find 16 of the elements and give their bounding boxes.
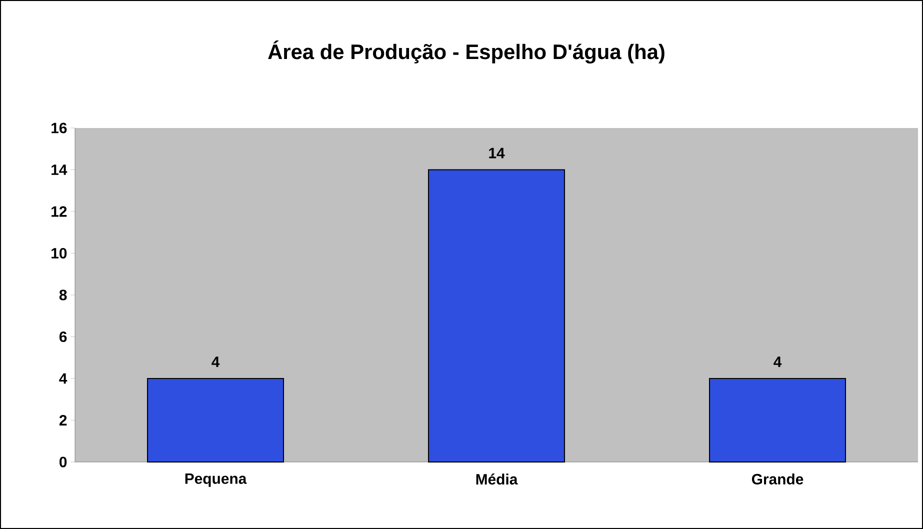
data-label: 14 (489, 148, 505, 158)
y-tick-label: 4 (59, 373, 68, 384)
x-tick-label: Pequena (185, 474, 247, 487)
x-tick-label: Grande (752, 474, 804, 484)
y-tick-label: 16 (52, 122, 67, 134)
y-tick-label: 6 (59, 331, 67, 342)
y-tick-label: 8 (59, 290, 67, 300)
y-tick-label: 10 (52, 248, 67, 259)
y-tick-label: 2 (59, 415, 67, 426)
y-tick-label: 12 (52, 206, 67, 217)
y-tick-label: 0 (60, 456, 67, 468)
chart-title: Área de Produção - Espelho D'água (ha) (268, 40, 664, 64)
x-tick-label: Média (476, 474, 518, 485)
y-tick-label: 14 (52, 164, 68, 175)
data-label: 4 (212, 356, 220, 367)
data-label: 4 (774, 356, 782, 367)
